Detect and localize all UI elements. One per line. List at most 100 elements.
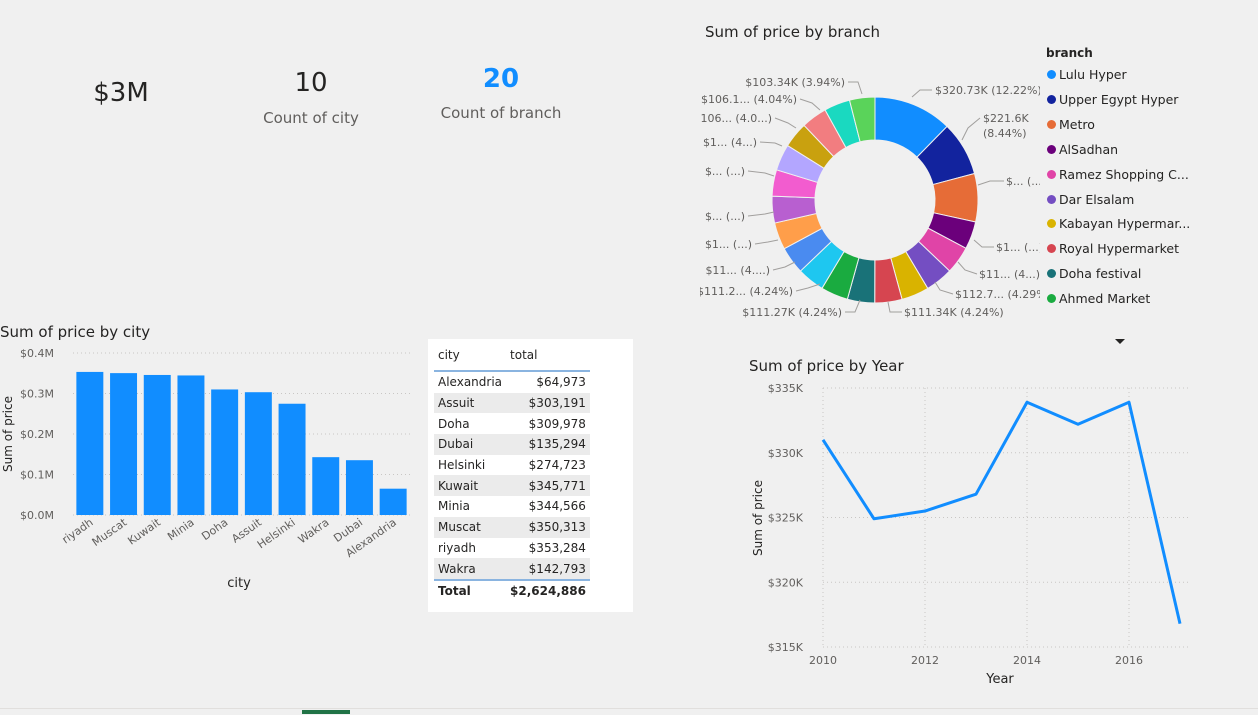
city-total-table: city total Alexandria $64,973 Assuit $303,1…: [434, 345, 590, 602]
legend-item[interactable]: Upper Egypt Hyper: [1047, 92, 1178, 107]
donut-data-label: $... (...): [705, 210, 745, 223]
bar[interactable]: [244, 392, 272, 515]
legend-label: Upper Egypt Hyper: [1059, 91, 1179, 107]
bar-x-tick-label: Kuwait: [125, 515, 163, 547]
bar[interactable]: [312, 457, 340, 515]
table-row[interactable]: Assuit $303,191: [434, 392, 590, 414]
bar[interactable]: [278, 403, 306, 515]
legend-item[interactable]: Ramez Shopping C...: [1047, 167, 1189, 182]
bar[interactable]: [76, 371, 104, 515]
legend-label: Kabayan Hypermar...: [1059, 216, 1191, 232]
legend-item[interactable]: Metro: [1047, 117, 1095, 132]
table-cell-city: Muscat: [434, 516, 507, 538]
bar[interactable]: [211, 389, 239, 515]
table-cell-city: Kuwait: [434, 475, 507, 497]
legend-label: Metro: [1059, 116, 1095, 132]
legend-dot-icon: [1047, 244, 1056, 254]
line-y-tick-label: $325K: [768, 512, 804, 525]
line-y-tick-label: $330K: [768, 447, 804, 460]
table-row[interactable]: riyadh $353,284: [434, 538, 590, 559]
table-cell-city: riyadh: [438, 540, 476, 555]
donut-leader-line: [759, 141, 783, 147]
table-row[interactable]: Doha $309,978: [434, 413, 590, 434]
donut-chart[interactable]: $320.73K (12.22%) $221.6K (8.44%) $... (...…: [700, 60, 1040, 330]
table-row[interactable]: Kuwait $345,771: [434, 475, 590, 497]
bar-y-axis-title: Sum of price: [1, 396, 15, 472]
donut-leader-line: [747, 211, 775, 217]
donut-leader-line: [799, 98, 821, 111]
donut-leader-line: [887, 301, 902, 313]
donut-leader-line: [911, 89, 932, 98]
kpi-total-price-value: $3M: [93, 78, 149, 108]
table-total-value: $2,624,886: [506, 578, 590, 602]
bar-x-tick-label: Helsinki: [255, 516, 298, 551]
line-x-axis-title: Year: [985, 672, 1014, 687]
donut-data-label: $106... (4.0...): [700, 112, 772, 125]
legend-scroll-down-icon[interactable]: [1115, 339, 1125, 344]
table-row[interactable]: Dubai $135,294: [434, 434, 590, 455]
bar-chart[interactable]: $0.0M $0.1M $0.2M $0.3M $0.4M riyadhMuscatKu…: [0, 340, 425, 600]
legend-item[interactable]: Kabayan Hypermar...: [1047, 216, 1190, 231]
kpi-city-count-value: 10: [294, 68, 328, 98]
bar[interactable]: [110, 373, 138, 515]
donut-leader-line: [977, 180, 1004, 186]
donut-data-label: $11... (4...): [979, 268, 1040, 281]
legend-item[interactable]: Ahmed Market: [1047, 291, 1150, 306]
kpi-city-count-label: Count of city: [263, 109, 359, 127]
bar-x-tick-label: Minia: [165, 516, 196, 543]
donut-data-label: $111.2... (4.24%): [700, 285, 793, 298]
bar-y-tick-label: $0.4M: [20, 347, 54, 360]
donut-slice[interactable]: [848, 96, 876, 143]
table-row[interactable]: Minia $344,566: [434, 496, 590, 517]
table-cell-total: $64,973: [536, 375, 586, 390]
table-row[interactable]: Wakra $142,793: [434, 558, 590, 580]
table-cell-city: Dubai: [434, 434, 507, 455]
bar[interactable]: [379, 488, 407, 515]
bar-y-tick-label: $0.1M: [20, 469, 54, 482]
table-row[interactable]: Muscat $350,313: [434, 516, 590, 538]
donut-leader-line: [848, 81, 863, 95]
table-cell-city: Doha: [438, 416, 470, 431]
table-cell-city: Wakra: [434, 558, 507, 580]
active-page-tab[interactable]: [302, 710, 350, 714]
table-header-city[interactable]: city: [434, 345, 507, 372]
city-total-table-card: city total Alexandria $64,973 Assuit $303,1…: [428, 339, 633, 612]
legend-item[interactable]: Royal Hypermarket: [1047, 241, 1179, 256]
bar-chart-title: Sum of price by city: [0, 323, 151, 341]
donut-leader-line: [961, 117, 981, 141]
donut-data-label: $... (...): [705, 165, 745, 178]
legend-item[interactable]: AlSadhan: [1047, 142, 1118, 157]
donut-data-label: $... (...): [1006, 175, 1040, 188]
donut-legend-title: branch: [1046, 46, 1093, 60]
donut-data-label: $1... (4...): [703, 136, 757, 149]
bar-x-axis-title: city: [227, 576, 251, 591]
legend-label: Royal Hypermarket: [1059, 241, 1179, 257]
line-chart-title: Sum of price by Year: [749, 357, 904, 375]
line-x-tick-label: 2016: [1115, 654, 1143, 667]
bar-x-tick-label: riyadh: [60, 516, 96, 547]
table-row[interactable]: Helsinki $274,723: [434, 455, 590, 476]
donut-data-label: $106.1... (4.04%): [701, 93, 797, 106]
legend-item[interactable]: Doha festival: [1047, 266, 1141, 281]
line-series[interactable]: [821, 400, 1182, 625]
donut-leader-line: [774, 117, 797, 129]
donut-leader-line: [795, 283, 821, 292]
donut-leader-line: [747, 170, 775, 177]
table-cell-city: Assuit: [434, 392, 507, 414]
table-cell-total: $274,723: [528, 458, 586, 473]
legend-item[interactable]: Lulu Hyper: [1047, 67, 1127, 82]
legend-item[interactable]: Dar Elsalam: [1047, 192, 1134, 207]
donut-data-label: $1... (...): [705, 238, 752, 251]
bar[interactable]: [177, 375, 205, 515]
donut-leader-line: [934, 281, 954, 295]
legend-dot-icon: [1047, 294, 1056, 304]
table-row[interactable]: Alexandria $64,973: [434, 371, 590, 393]
table-cell-total: $142,793: [506, 558, 590, 580]
bar[interactable]: [345, 460, 373, 515]
table-cell-city: Minia: [438, 499, 470, 514]
table-header-total[interactable]: total: [506, 345, 590, 372]
legend-label: Dar Elsalam: [1059, 191, 1135, 207]
bar[interactable]: [143, 374, 171, 515]
donut-data-label: $112.7... (4.29%): [955, 288, 1040, 301]
line-chart[interactable]: $315K $320K $325K $330K $335K 2010 2012 2014 20…: [745, 375, 1205, 695]
